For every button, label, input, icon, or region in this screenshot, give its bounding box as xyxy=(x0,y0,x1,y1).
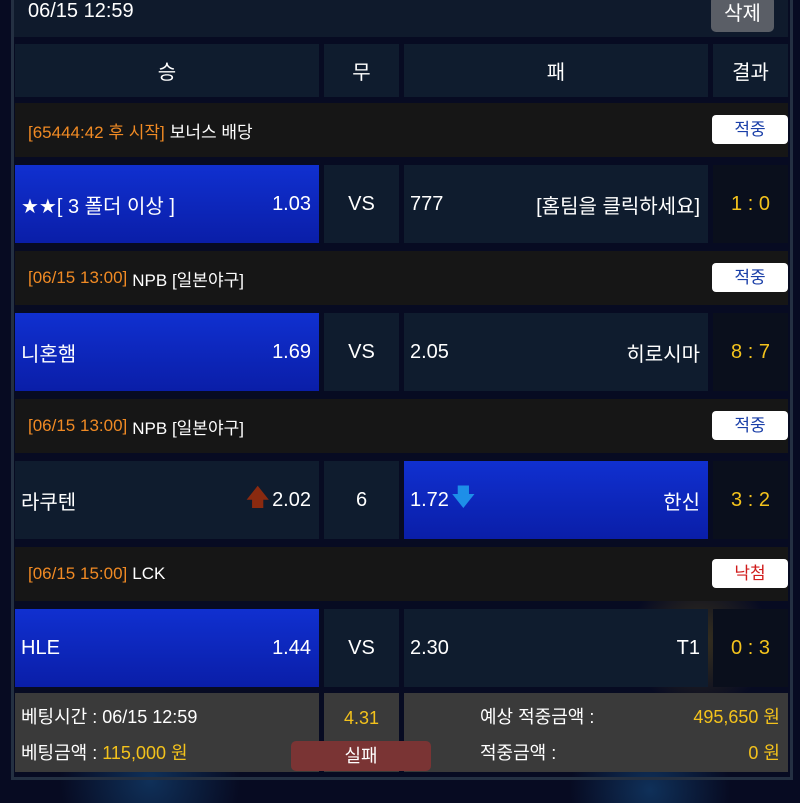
match-score: 8 : 7 xyxy=(713,313,788,391)
away-team-option[interactable]: 2.05 히로시마 xyxy=(404,313,708,391)
bet-amount-row: 베팅금액 : 115,000 원 xyxy=(21,739,188,765)
away-team-option[interactable]: 777 [홈팀을 클릭하세요] xyxy=(404,165,708,243)
bet-slip-frame xyxy=(11,0,793,780)
column-header-win: 승 xyxy=(15,44,319,97)
home-team-name: 니혼햄 xyxy=(21,343,77,366)
draw-option[interactable]: VS xyxy=(324,609,399,687)
league-name: 보너스 배당 xyxy=(169,122,253,142)
home-odds: 2.02 xyxy=(272,488,311,511)
away-odds: 777 xyxy=(410,192,444,215)
league-time: [06/15 13:00] xyxy=(28,416,128,435)
draw-option[interactable]: VS xyxy=(324,165,399,243)
column-header-lose: 패 xyxy=(404,44,708,97)
column-header-draw: 무 xyxy=(324,44,399,97)
league-time: [06/15 13:00] xyxy=(28,268,128,287)
win-amount-label: 적중금액 : xyxy=(480,743,557,763)
bet-time-label: 베팅시간 : 06/15 12:59 xyxy=(21,707,198,727)
home-team-option[interactable]: 니혼햄 1.69 xyxy=(15,313,319,391)
away-odds: 1.72 xyxy=(410,488,449,511)
expected-amount-label: 예상 적중금액 : xyxy=(480,707,595,727)
total-odds: 4.31 xyxy=(343,708,380,728)
draw-odds: 6 xyxy=(355,488,368,511)
bet-time: 06/15 12:59 xyxy=(28,0,134,22)
draw-option[interactable]: 6 xyxy=(324,461,399,539)
home-team-option[interactable]: HLE 1.44 xyxy=(15,609,319,687)
league-time: [65444:42 후 시작] xyxy=(28,122,165,142)
away-team-name: 한신 xyxy=(663,491,700,514)
away-odds: 2.30 xyxy=(410,636,449,659)
draw-odds: VS xyxy=(348,636,375,659)
bet-amount-label: 베팅금액 : xyxy=(21,743,103,763)
draw-option[interactable]: VS xyxy=(324,313,399,391)
expected-amount: 495,650 원 xyxy=(693,707,780,727)
bet-summary-right: 예상 적중금액 : 495,650 원 적중금액 : 0 원 xyxy=(404,693,788,772)
league-time: [06/15 15:00] xyxy=(28,564,128,583)
away-team-name: T1 xyxy=(676,636,700,659)
match-score: 0 : 3 xyxy=(713,609,788,687)
away-team-name: 히로시마 xyxy=(626,343,700,366)
home-team-option[interactable]: 라쿠텐 🡅 2.02 xyxy=(15,461,319,539)
odds-up-arrow-icon: 🡅 xyxy=(245,483,271,511)
home-odds: 1.69 xyxy=(272,340,311,363)
column-header-result: 결과 xyxy=(713,44,788,97)
bet-summary-left: 베팅시간 : 06/15 12:59 베팅금액 : 115,000 원 xyxy=(15,693,319,772)
home-odds: 1.03 xyxy=(272,192,311,215)
bet-header: 06/15 12:59 삭제 xyxy=(14,0,788,37)
bet-amount: 115,000 원 xyxy=(102,743,188,763)
home-odds: 1.44 xyxy=(272,636,311,659)
league-row: [06/15 13:00] NPB [일본야구] 적중 xyxy=(15,399,788,453)
status-badge: 적중 xyxy=(712,115,788,144)
result-fail-button[interactable]: 실패 xyxy=(291,741,431,771)
home-team-option[interactable]: ★★[ 3 폴더 이상 ] 1.03 xyxy=(15,165,319,243)
away-team-name: [홈팀을 클릭하세요] xyxy=(536,195,700,218)
draw-odds: VS xyxy=(348,192,375,215)
away-odds: 2.05 xyxy=(410,340,449,363)
league-row: [06/15 13:00] NPB [일본야구] 적중 xyxy=(15,251,788,305)
status-badge: 적중 xyxy=(712,263,788,292)
match-score: 1 : 0 xyxy=(713,165,788,243)
league-name: NPB [일본야구] xyxy=(132,418,244,438)
status-badge: 낙첨 xyxy=(712,559,788,588)
draw-odds: VS xyxy=(348,340,375,363)
away-team-option[interactable]: 2.30 T1 xyxy=(404,609,708,687)
odds-down-arrow-icon: 🡇 xyxy=(450,483,476,511)
league-row: [65444:42 후 시작] 보너스 배당 적중 xyxy=(15,103,788,157)
home-team-name: HLE xyxy=(21,636,60,659)
league-name: LCK xyxy=(132,564,166,583)
status-badge: 적중 xyxy=(712,411,788,440)
home-team-name: ★★[ 3 폴더 이상 ] xyxy=(21,195,175,218)
match-score: 3 : 2 xyxy=(713,461,788,539)
home-team-name: 라쿠텐 xyxy=(21,491,77,514)
win-amount: 0 원 xyxy=(748,743,780,763)
league-row: [06/15 15:00] LCK 낙첨 xyxy=(15,547,788,601)
league-name: NPB [일본야구] xyxy=(132,270,244,290)
away-team-option[interactable]: 1.72 🡇 한신 xyxy=(404,461,708,539)
delete-button[interactable]: 삭제 xyxy=(711,0,774,32)
